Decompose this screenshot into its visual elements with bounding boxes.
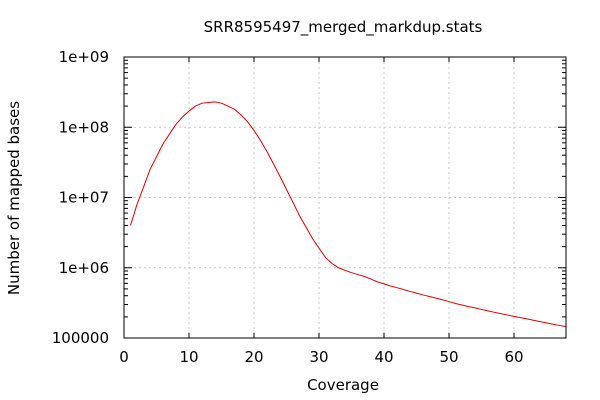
grid-lines — [124, 57, 566, 338]
y-axis: 100000 1e+06 1e+07 1e+08 1e+09 — [52, 48, 566, 347]
x-tick-label: 40 — [374, 348, 393, 366]
y-axis-label: Number of mapped bases — [5, 101, 23, 295]
x-tick-label: 10 — [179, 348, 198, 366]
y-tick-label: 1e+08 — [59, 118, 109, 136]
chart-title: SRR8595497_merged_markdup.stats — [204, 18, 483, 37]
y-tick-label: 100000 — [52, 329, 109, 347]
x-tick-label: 60 — [504, 348, 523, 366]
x-axis: 0 10 20 30 40 50 60 — [119, 57, 524, 366]
y-tick-label: 1e+09 — [59, 48, 109, 66]
x-tick-label: 50 — [439, 348, 458, 366]
x-tick-label: 0 — [119, 348, 129, 366]
x-axis-label: Coverage — [307, 376, 379, 394]
y-tick-label: 1e+07 — [59, 189, 109, 207]
series-line — [130, 101, 567, 328]
x-tick-label: 20 — [244, 348, 263, 366]
y-tick-label: 1e+06 — [59, 259, 109, 277]
x-tick-label: 30 — [309, 348, 328, 366]
series-layer — [130, 101, 567, 328]
